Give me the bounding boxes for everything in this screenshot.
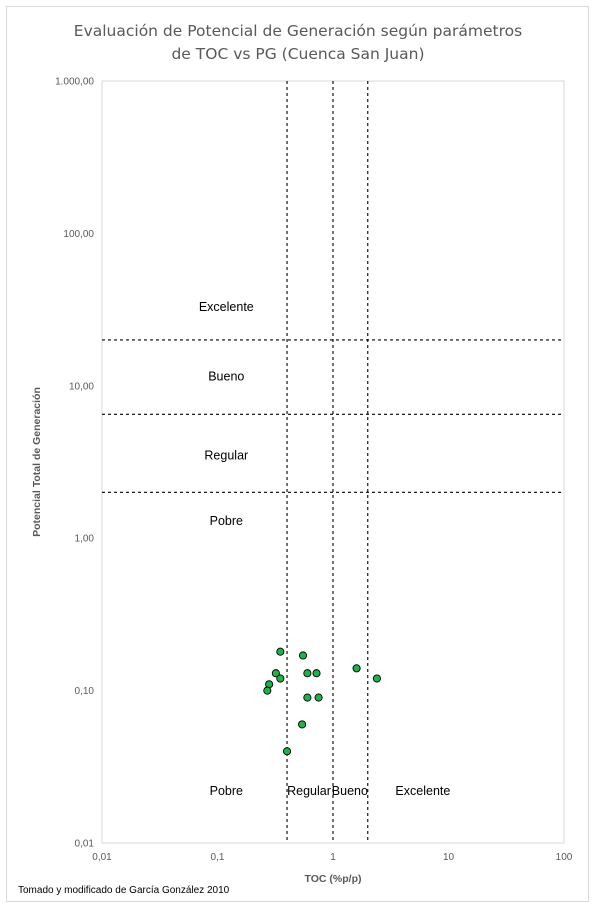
y-tick-label: 0,10 <box>75 686 95 697</box>
x-tick-label: 0,1 <box>211 852 225 863</box>
toc-zone-label: Regular <box>287 784 331 798</box>
data-point <box>282 747 292 756</box>
data-point <box>303 693 312 702</box>
data-point <box>352 664 361 673</box>
y-tick-label: 1,00 <box>75 534 95 545</box>
x-axis-ticks: 0,01 0,1 1 10 100 <box>92 852 573 863</box>
data-point <box>372 674 381 683</box>
pg-zone-label: Pobre <box>210 514 243 528</box>
data-point <box>303 669 312 678</box>
y-axis-ticks: 0,01 0,10 1,00 10,00 100,00 1.000,00 <box>55 77 94 850</box>
data-point <box>263 686 272 695</box>
data-point <box>312 669 321 678</box>
pg-zone-label: Excelente <box>199 300 254 314</box>
data-point <box>276 674 285 683</box>
source-note: Tomado y modificado de García González 2… <box>18 885 230 896</box>
toc-zone-label: Bueno <box>332 784 368 798</box>
data-point <box>298 651 308 660</box>
x-tick-label: 10 <box>443 852 455 863</box>
y-tick-label: 100,00 <box>63 229 94 240</box>
data-point <box>298 720 307 729</box>
data-point <box>276 647 285 656</box>
data-point <box>314 693 323 702</box>
y-tick-label: 1.000,00 <box>55 77 94 88</box>
chart-title-line-1: Evaluación de Potencial de Generación se… <box>74 22 522 40</box>
data-point <box>271 669 280 678</box>
x-tick-label: 1 <box>330 852 336 863</box>
y-tick-label: 10,00 <box>69 381 94 392</box>
toc-zone-label: Pobre <box>210 784 243 798</box>
pg-zone-label: Regular <box>204 448 248 462</box>
y-tick-label: 0,01 <box>75 839 95 850</box>
y-axis-label: Potencial Total de Generación <box>31 387 43 537</box>
x-tick-label: 0,01 <box>92 852 112 863</box>
x-axis-label: TOC (%p/p) <box>305 873 362 885</box>
toc-zone-label: Excelente <box>395 784 450 798</box>
pg-zone-label: Bueno <box>208 370 244 384</box>
chart-title-line-2: de TOC vs PG (Cuenca San Juan) <box>171 45 424 63</box>
threshold-lines <box>102 81 564 843</box>
chart-frame <box>6 6 589 902</box>
data-points <box>263 647 381 756</box>
x-tick-label: 100 <box>556 852 573 863</box>
